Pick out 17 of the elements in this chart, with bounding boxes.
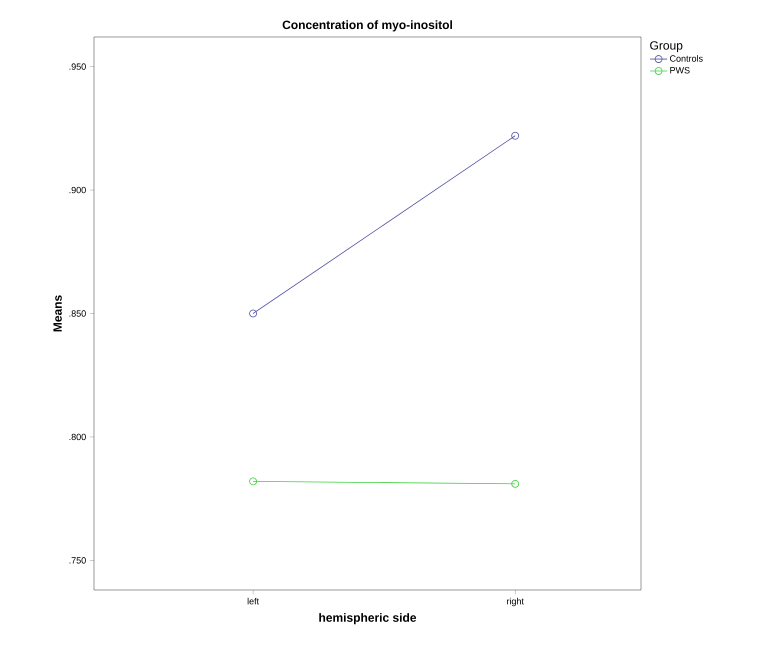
y-tick-label: .950 (69, 63, 86, 70)
legend-label: PWS (670, 67, 690, 74)
legend-title: Group (650, 41, 682, 52)
point (511, 132, 520, 140)
x-axis-title: hemispheric side (319, 613, 416, 624)
y-tick-label: .750 (69, 557, 86, 564)
x-tick-label: left (248, 598, 260, 604)
point (249, 310, 257, 318)
chart-title: Concentration of myo-inositol (282, 20, 452, 32)
point (249, 477, 257, 486)
point (511, 480, 520, 488)
y-tick-label: .900 (69, 186, 86, 194)
y-tick-label: .800 (69, 434, 86, 440)
y-tick-label: .850 (69, 310, 86, 317)
legend-label: Controls (670, 55, 703, 62)
y-axis-title: Means (53, 295, 62, 332)
x-tick-label: right (507, 598, 524, 606)
